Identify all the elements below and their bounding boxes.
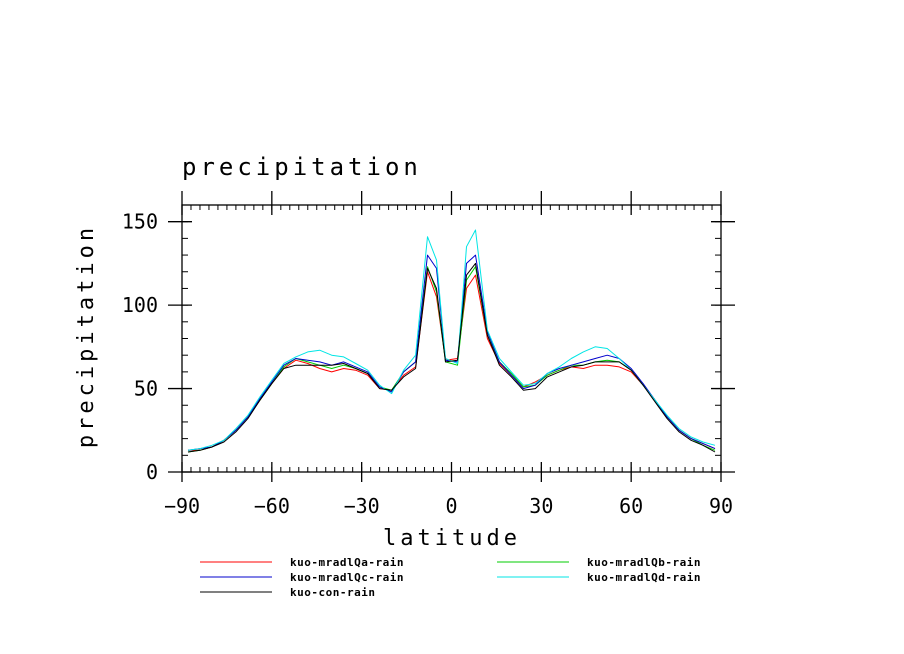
x-tick-label: 0: [445, 494, 457, 518]
legend-label: kuo-mradlQb-rain: [587, 556, 701, 569]
y-tick-label: 150: [122, 210, 158, 234]
x-tick-label: 60: [619, 494, 643, 518]
legend-item: kuo-con-rain: [200, 586, 375, 599]
legend-item: kuo-mradlQa-rain: [200, 556, 404, 569]
legend-item: kuo-mradlQc-rain: [200, 571, 404, 584]
x-tick-label: −90: [164, 494, 200, 518]
legend-item: kuo-mradlQd-rain: [497, 571, 701, 584]
series-line-kuo-mradlQc-rain: [187, 254, 716, 451]
y-axis-label: precipitation: [74, 224, 99, 448]
series-lines: [187, 229, 716, 453]
axes: −90 −60 −30 0 30 60 90 0 50 100 150: [122, 191, 735, 518]
chart-title: precipitation: [182, 153, 422, 181]
plot-frame: [181, 204, 722, 473]
series-line-kuo-mradlQd-rain: [187, 229, 716, 451]
y-tick-label: 50: [134, 377, 158, 401]
x-tick-label: 90: [709, 494, 733, 518]
x-tick-label: −30: [344, 494, 380, 518]
x-tick-label: −60: [254, 494, 290, 518]
legend-label: kuo-con-rain: [290, 586, 375, 599]
legend-label: kuo-mradlQa-rain: [290, 556, 404, 569]
y-tick-label: 100: [122, 293, 158, 317]
legend-label: kuo-mradlQd-rain: [587, 571, 701, 584]
series-line-kuo-con-rain: [187, 262, 716, 453]
x-axis-label: latitude: [383, 526, 521, 551]
legend-item: kuo-mradlQb-rain: [497, 556, 701, 569]
y-tick-label: 0: [146, 460, 158, 484]
x-tick-label: 30: [529, 494, 553, 518]
legend-label: kuo-mradlQc-rain: [290, 571, 404, 584]
legend: kuo-mradlQa-rain kuo-mradlQb-rain kuo-mrad…: [200, 556, 701, 599]
